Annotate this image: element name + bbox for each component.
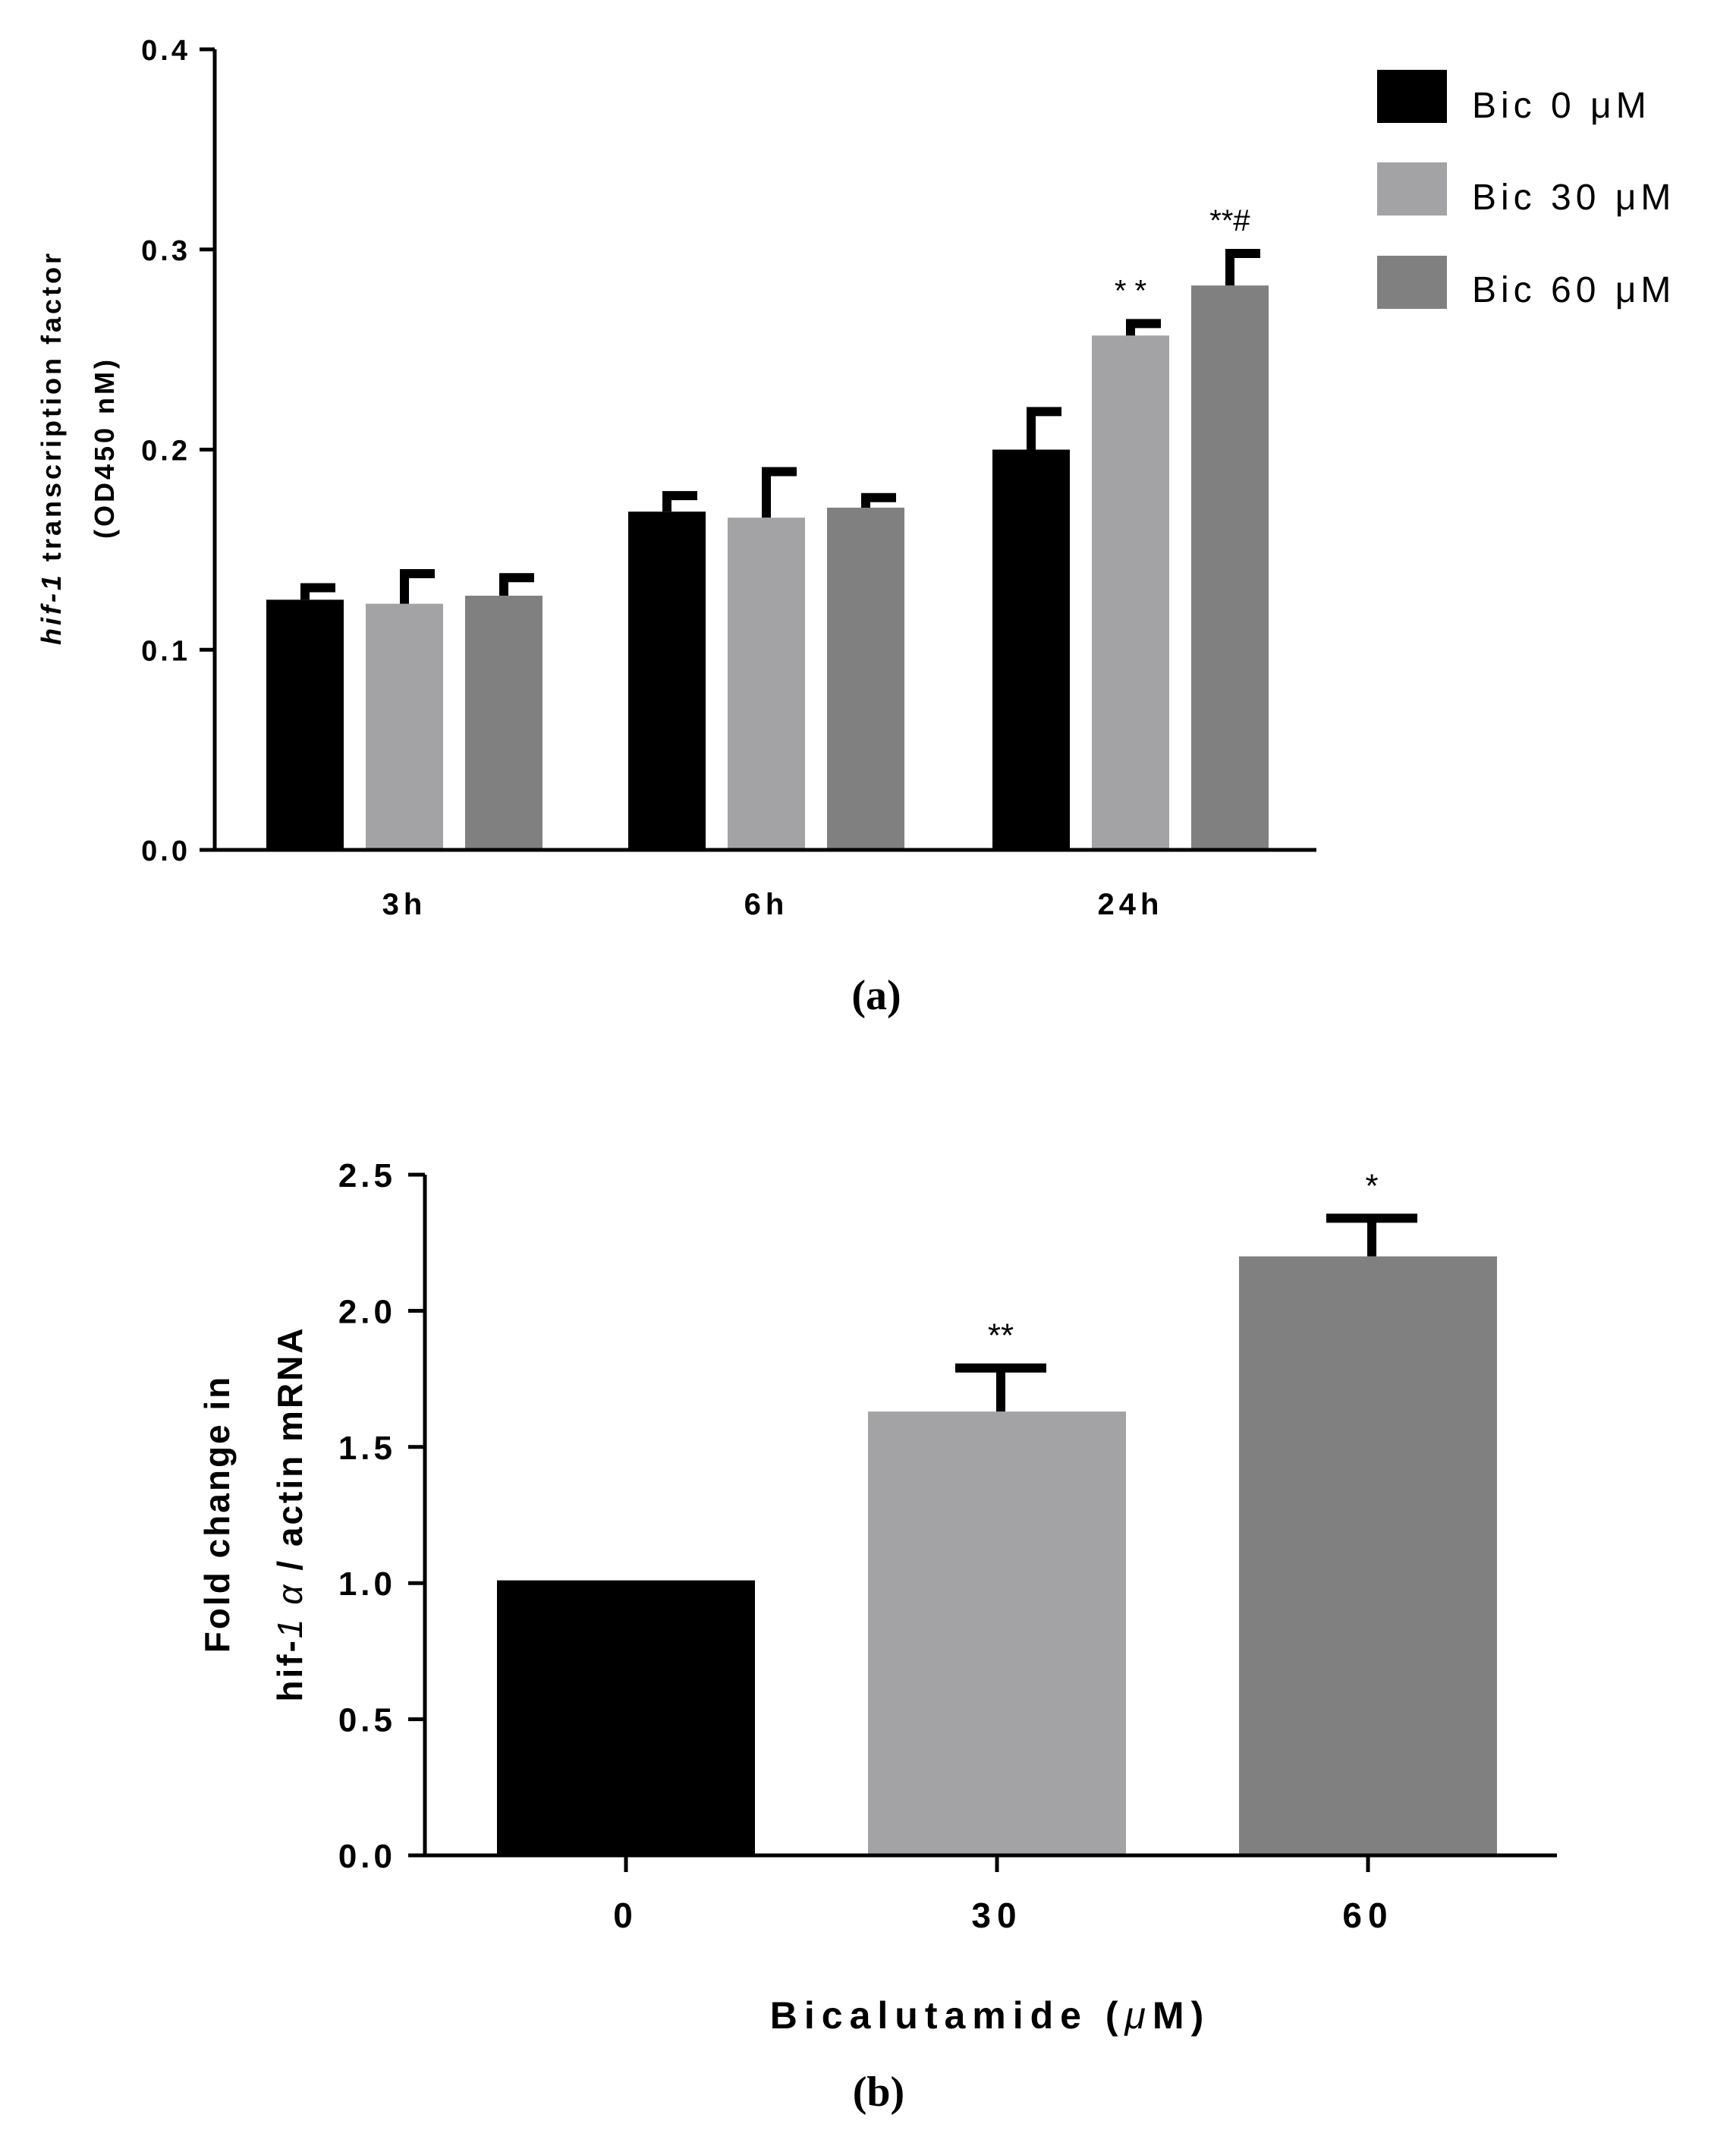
chart-b-y-tick-label: 0.5: [338, 1702, 396, 1739]
legend-label-bic0: Bic 0 μM: [1472, 86, 1651, 126]
chart-b-y-axis-title-line1: Fold change in: [197, 1375, 237, 1654]
chart-a-bar: [827, 507, 904, 850]
chart-a-y-axis-title: hif-1 transcription factor: [36, 250, 67, 645]
chart-a-x-tick-label: 6h: [744, 888, 789, 921]
chart-a-bar: [1092, 335, 1169, 851]
chart-a-bar: [366, 603, 443, 850]
chart-a-y-tick-label: 0.3: [141, 235, 190, 267]
legend-swatch-bic30: [1377, 162, 1447, 216]
chart-b-significance-label: **: [988, 1317, 1014, 1355]
chart-a-x-ticks: 3h 6h 24h: [382, 888, 1164, 921]
chart-a-y-axis-title-line2: (OD450 nM): [89, 357, 120, 539]
chart-a-legend: Bic 0 μM Bic 30 μM Bic 60 μM: [1377, 70, 1675, 310]
chart-b-y-tick-label: 2.5: [338, 1157, 396, 1194]
chart-a-x-tick-label: 3h: [382, 888, 427, 921]
chart-a-significance-label: * *: [1115, 274, 1146, 307]
chart-b-x-tick-label: 60: [1342, 1896, 1393, 1935]
chart-b-y-axis-title-line2: hif-1 α / actin mRNA: [270, 1326, 310, 1701]
chart-b: *** 0.00.51.01.52.02.5 0 30 60 Fold change…: [197, 1157, 1557, 2116]
chart-b-y-tick-label: 1.5: [338, 1430, 396, 1467]
chart-a-bars: * * **#: [266, 204, 1269, 851]
chart-a-bar: [266, 599, 344, 850]
chart-a-y-tick-label: 0.4: [141, 35, 190, 67]
panel-label-b: (b): [853, 2069, 904, 2116]
chart-b-y-tick-label: 0.0: [338, 1838, 396, 1875]
chart-a-bar: [465, 596, 542, 850]
chart-b-y-tick-label: 1.0: [338, 1565, 396, 1603]
chart-a-bar: [728, 518, 805, 850]
chart-b-x-axis-title: Bicalutamide (μM): [770, 1994, 1210, 2037]
chart-a-y-ticks: 0.0 0.1 0.2 0.3 0.4: [141, 35, 215, 867]
chart-a-x-tick-label: 24h: [1098, 888, 1164, 921]
chart-b-y-ticks: 0.0 0.5 1.0 1.5 2.0 2.5: [338, 1157, 425, 1875]
legend-swatch-bic60: [1377, 256, 1447, 309]
chart-a-bar: [628, 511, 706, 850]
chart-a-bar: [1191, 285, 1269, 851]
chart-a-y-tick-label: 0.0: [141, 835, 190, 867]
chart-a-y-tick-label: 0.1: [141, 635, 190, 667]
chart-b-bar: [868, 1411, 1126, 1855]
chart-b-x-tick-label: 30: [971, 1896, 1022, 1935]
chart-a-significance-label: **#: [1209, 204, 1250, 238]
legend-label-bic30: Bic 30 μM: [1472, 178, 1675, 218]
chart-b-bar: [1239, 1256, 1497, 1855]
chart-b-bar: [497, 1580, 755, 1855]
legend-swatch-bic0: [1377, 70, 1447, 123]
legend-label-bic60: Bic 60 μM: [1472, 270, 1675, 310]
panel-label-a: (a): [851, 972, 901, 1019]
chart-a-y-tick-label: 0.2: [141, 436, 190, 467]
chart-b-bars: ***: [497, 1167, 1497, 1855]
chart-b-significance-label: *: [1365, 1167, 1378, 1204]
chart-a: * * **# 0.0 0.1 0.2 0.3 0.4 3h 6h 24h hif-1 tra…: [36, 35, 1675, 1019]
chart-b-x-tick-label: 0: [613, 1896, 639, 1935]
chart-b-x-ticks: 0 30 60: [613, 1855, 1393, 1935]
chart-a-bar: [992, 449, 1070, 850]
chart-b-y-tick-label: 2.0: [338, 1293, 396, 1330]
